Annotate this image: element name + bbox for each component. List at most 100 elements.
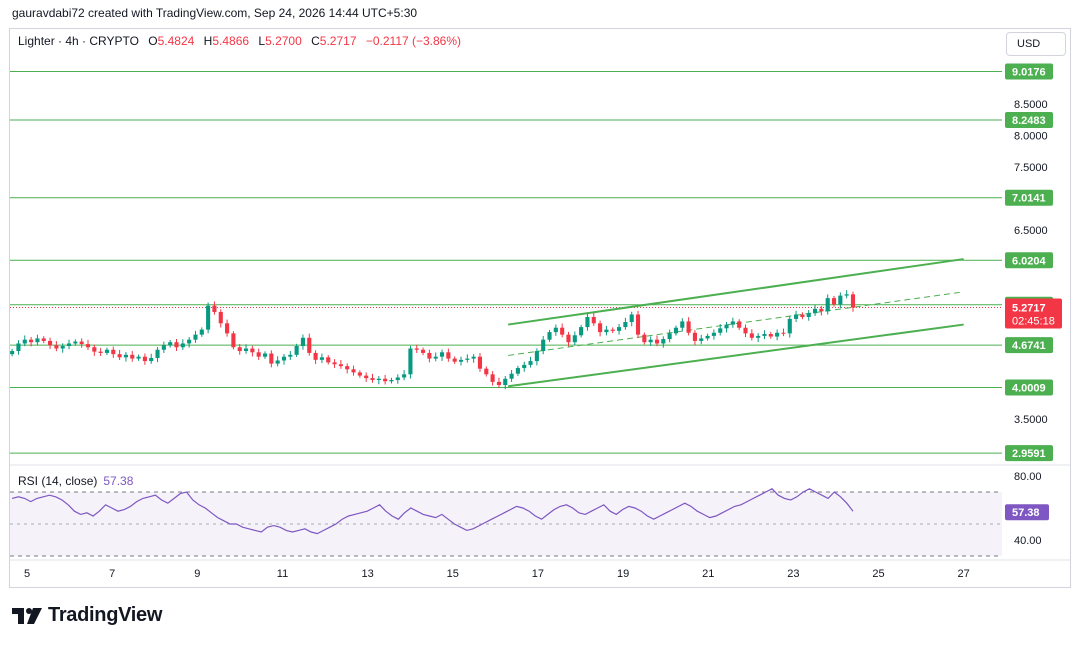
candle-body [193,334,198,340]
candle-body [212,305,217,312]
candle-body [730,321,735,325]
price-tick-label: 7.5000 [1014,162,1048,174]
high-value: 5.4866 [212,34,250,48]
candle-body [231,333,236,348]
low-value: 5.2700 [265,34,302,48]
candle-body [357,372,362,376]
price-tick-label: 6.5000 [1014,225,1048,237]
open-value: 5.4824 [157,34,195,48]
candle-body [439,352,445,357]
candle-body [756,335,761,338]
candle-body [503,378,508,386]
rsi-current-value: 57.38 [103,474,134,488]
mid-channel-line [508,291,964,356]
candle-body [648,339,653,343]
upper-channel-line [507,258,964,326]
candle-body [610,329,615,331]
candle-body [560,327,565,335]
rsi-line [11,488,854,535]
candle-body [307,337,312,353]
candle-body [218,311,223,324]
candle-body [661,339,666,344]
candle-body [187,339,192,344]
close-value: 5.2717 [319,34,357,48]
level-label-bg [1005,379,1053,396]
time-tick-label: 25 [872,568,884,580]
level-label-bg [1005,337,1053,354]
candle-body [73,341,78,344]
symbol-name[interactable]: Lighter · 4h · CRYPTO [18,34,139,48]
candle-body [300,337,306,346]
candle-body [117,354,122,358]
candle-body [174,342,179,348]
candle-body [515,368,520,374]
candle-body [383,378,388,382]
candle-body [534,351,539,362]
candle-body [149,357,154,362]
candle-body [787,318,792,334]
level-label-bg [1005,189,1053,206]
candle-body [762,334,767,336]
candle-body [427,352,432,359]
price-axis: 8.5000 8.0000 7.5000 6.5000 3.5000 [1014,99,1048,426]
candle-body [477,356,483,369]
candle-body [831,298,837,305]
candle-body [838,295,843,305]
candle-body [673,327,679,334]
tradingview-logo[interactable]: TradingView [12,604,162,627]
candle-body [351,369,356,373]
candle-body [566,334,571,343]
candle-body [591,317,596,324]
candle-body [553,327,558,333]
candle-body [22,339,27,344]
candle-body [800,314,805,318]
tradingview-logo-icon [12,607,42,624]
candle-body [319,357,324,360]
candle-body [699,338,704,341]
rsi-tick-label: 40.00 [1014,535,1042,547]
candle-body [775,332,780,337]
level-label: 4.6741 [1012,340,1046,352]
candle-body [256,352,261,357]
candle-body [585,317,590,328]
time-tick-label: 17 [532,568,544,580]
price-tick-label: 8.0000 [1014,131,1048,143]
candle-body [313,352,318,360]
candle-body [142,356,147,362]
candle-body [654,339,660,344]
candle-body [60,345,65,349]
candle-body [825,298,830,312]
candle-body [376,378,381,380]
candle-body [579,327,584,336]
candle-body [364,375,369,379]
price-grid [10,464,1070,561]
rsi-value-label-bg [1005,504,1049,521]
candle-body [326,357,331,363]
candle-body [749,333,754,338]
candle-body [781,332,786,334]
high-label: H [203,34,213,48]
candle-body [794,314,799,319]
level-label: 7.0141 [1012,193,1046,205]
candle-body [458,359,464,362]
level-label: 6.0204 [1012,255,1047,267]
candle-body [345,366,350,370]
candle-body [250,348,255,353]
candle-body [66,343,72,346]
level-label-bg [1005,111,1053,128]
currency-selector[interactable]: USD [1006,32,1066,56]
level-label: 4.0009 [1012,383,1046,395]
time-axis: 5 7 9 11 13 15 17 19 21 23 25 27 [24,568,970,580]
last-price-countdown: 02:45:18 [1012,315,1055,327]
candle-body [471,356,476,359]
candle-body [98,351,103,353]
candlesticks [10,290,856,390]
candle-body [718,328,723,333]
candle-body [490,374,495,382]
lower-channel-line [507,323,964,388]
candle-body [130,354,135,359]
candle-body [275,360,280,364]
time-tick-label: 23 [787,568,799,580]
ascending-channel [507,258,964,388]
